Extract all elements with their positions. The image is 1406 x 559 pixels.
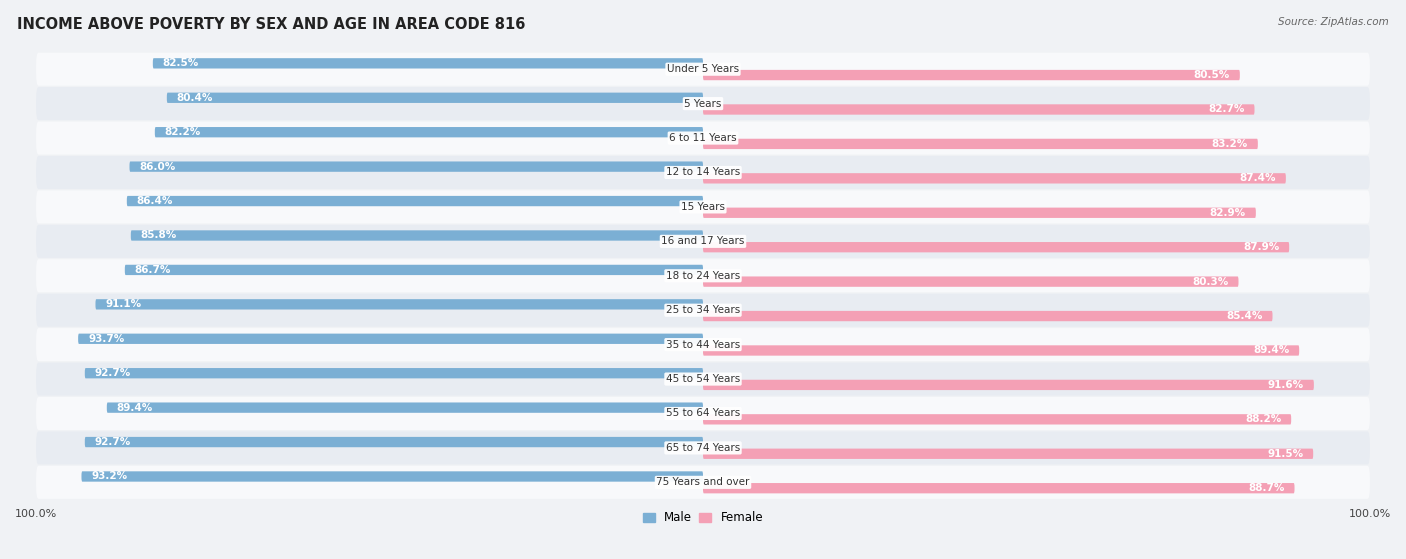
Text: 6 to 11 Years: 6 to 11 Years (669, 133, 737, 143)
Text: 85.4%: 85.4% (1226, 311, 1263, 321)
FancyBboxPatch shape (37, 293, 1369, 326)
FancyBboxPatch shape (125, 265, 703, 275)
Text: 82.9%: 82.9% (1209, 208, 1246, 218)
FancyBboxPatch shape (703, 207, 1256, 218)
FancyBboxPatch shape (703, 139, 1258, 149)
FancyBboxPatch shape (37, 397, 1369, 430)
Text: 91.1%: 91.1% (105, 300, 142, 309)
FancyBboxPatch shape (703, 414, 1291, 424)
FancyBboxPatch shape (703, 345, 1299, 356)
Text: 80.5%: 80.5% (1194, 70, 1230, 80)
Text: 87.9%: 87.9% (1243, 242, 1279, 252)
Text: 65 to 74 Years: 65 to 74 Years (666, 443, 740, 453)
FancyBboxPatch shape (131, 230, 703, 241)
Text: 12 to 14 Years: 12 to 14 Years (666, 168, 740, 178)
FancyBboxPatch shape (82, 471, 703, 482)
Text: 89.4%: 89.4% (117, 402, 153, 413)
FancyBboxPatch shape (703, 483, 1295, 494)
FancyBboxPatch shape (155, 127, 703, 138)
Text: 82.7%: 82.7% (1208, 105, 1244, 115)
FancyBboxPatch shape (79, 334, 703, 344)
Text: 89.4%: 89.4% (1253, 345, 1289, 356)
FancyBboxPatch shape (703, 105, 1254, 115)
FancyBboxPatch shape (37, 87, 1369, 120)
Text: 87.4%: 87.4% (1239, 173, 1275, 183)
FancyBboxPatch shape (703, 173, 1286, 183)
FancyBboxPatch shape (167, 93, 703, 103)
Text: 86.7%: 86.7% (135, 265, 172, 275)
Text: 80.4%: 80.4% (177, 93, 214, 103)
FancyBboxPatch shape (703, 380, 1313, 390)
FancyBboxPatch shape (703, 449, 1313, 459)
Text: 86.0%: 86.0% (139, 162, 176, 172)
Text: 18 to 24 Years: 18 to 24 Years (666, 271, 740, 281)
Text: 15 Years: 15 Years (681, 202, 725, 212)
FancyBboxPatch shape (37, 156, 1369, 189)
Text: 88.7%: 88.7% (1249, 483, 1285, 493)
Text: 83.2%: 83.2% (1212, 139, 1249, 149)
Text: 93.2%: 93.2% (91, 471, 128, 481)
Text: 91.5%: 91.5% (1267, 449, 1303, 459)
Text: 16 and 17 Years: 16 and 17 Years (661, 236, 745, 247)
FancyBboxPatch shape (37, 466, 1369, 499)
Text: 5 Years: 5 Years (685, 98, 721, 108)
FancyBboxPatch shape (96, 299, 703, 310)
Text: INCOME ABOVE POVERTY BY SEX AND AGE IN AREA CODE 816: INCOME ABOVE POVERTY BY SEX AND AGE IN A… (17, 17, 526, 32)
FancyBboxPatch shape (37, 363, 1369, 396)
FancyBboxPatch shape (37, 225, 1369, 258)
FancyBboxPatch shape (37, 432, 1369, 465)
Text: Source: ZipAtlas.com: Source: ZipAtlas.com (1278, 17, 1389, 27)
Text: 35 to 44 Years: 35 to 44 Years (666, 340, 740, 349)
Text: 45 to 54 Years: 45 to 54 Years (666, 374, 740, 384)
FancyBboxPatch shape (107, 402, 703, 413)
Text: 25 to 34 Years: 25 to 34 Years (666, 305, 740, 315)
FancyBboxPatch shape (37, 259, 1369, 292)
Text: 85.8%: 85.8% (141, 230, 177, 240)
FancyBboxPatch shape (37, 53, 1369, 86)
FancyBboxPatch shape (84, 368, 703, 378)
Text: 88.2%: 88.2% (1244, 414, 1281, 424)
FancyBboxPatch shape (703, 311, 1272, 321)
Text: 80.3%: 80.3% (1192, 277, 1229, 287)
Text: 55 to 64 Years: 55 to 64 Years (666, 409, 740, 419)
Text: 92.7%: 92.7% (94, 437, 131, 447)
Text: 75 Years and over: 75 Years and over (657, 477, 749, 487)
Text: 82.5%: 82.5% (163, 58, 200, 68)
FancyBboxPatch shape (37, 328, 1369, 361)
FancyBboxPatch shape (37, 191, 1369, 224)
FancyBboxPatch shape (153, 58, 703, 69)
Text: 82.2%: 82.2% (165, 127, 201, 137)
FancyBboxPatch shape (84, 437, 703, 447)
FancyBboxPatch shape (703, 70, 1240, 80)
FancyBboxPatch shape (127, 196, 703, 206)
Text: 91.6%: 91.6% (1268, 380, 1303, 390)
FancyBboxPatch shape (37, 121, 1369, 155)
Text: 92.7%: 92.7% (94, 368, 131, 378)
Legend: Male, Female: Male, Female (638, 506, 768, 529)
FancyBboxPatch shape (703, 242, 1289, 252)
Text: 86.4%: 86.4% (136, 196, 173, 206)
FancyBboxPatch shape (129, 162, 703, 172)
FancyBboxPatch shape (703, 277, 1239, 287)
Text: 93.7%: 93.7% (89, 334, 124, 344)
Text: Under 5 Years: Under 5 Years (666, 64, 740, 74)
